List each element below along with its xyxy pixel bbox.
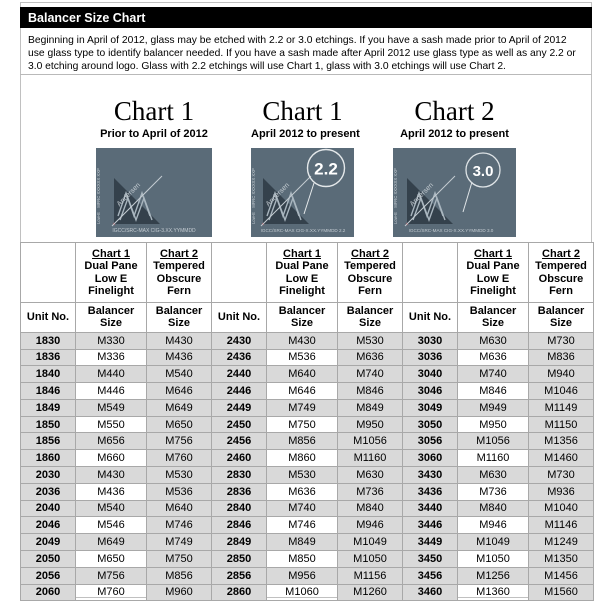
svg-text:MFRC XXXXXX XXP: MFRC XXXXXX XXP [251, 168, 256, 208]
svg-text:IGCC/SRC-MAX CIG-X.XX.YYMMDD 2: IGCC/SRC-MAX CIG-X.XX.YYMMDD 2.2 [261, 228, 346, 233]
svg-text:Low-E: Low-E [96, 212, 101, 224]
svg-text:Low-E: Low-E [393, 212, 398, 224]
svg-text:IGCC/SRC-MAX CIG-3.XX.YYMMDD: IGCC/SRC-MAX CIG-3.XX.YYMMDD [112, 228, 196, 234]
svg-text:2.2: 2.2 [314, 160, 338, 179]
svg-text:3.0: 3.0 [473, 163, 494, 180]
svg-text:IGCC/SRC-MAX CIG-X.XX.YYMMDD 3: IGCC/SRC-MAX CIG-X.XX.YYMMDD 3.0 [409, 228, 494, 233]
svg-text:MFRC XXXXXX XXP: MFRC XXXXXX XXP [96, 168, 101, 208]
svg-text:MFRC XXXXXX XXP: MFRC XXXXXX XXP [393, 168, 398, 208]
svg-text:Low-E: Low-E [251, 212, 256, 224]
